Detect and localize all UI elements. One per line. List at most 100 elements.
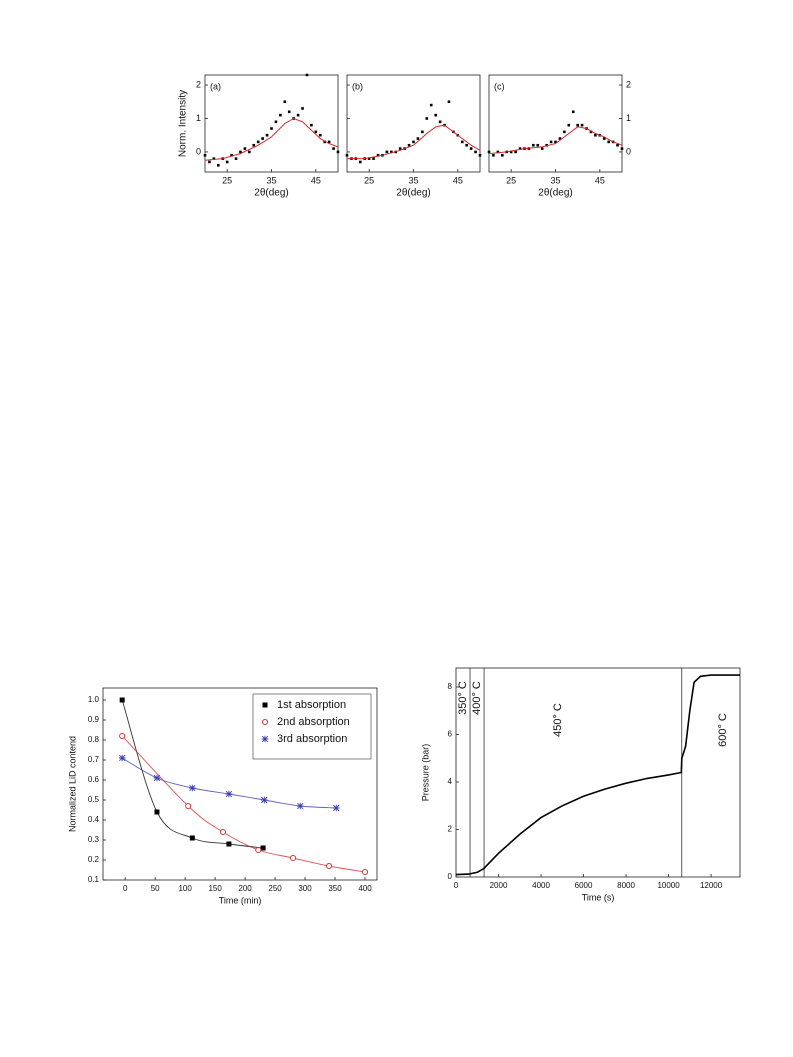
data-point bbox=[438, 120, 442, 124]
y-tick-label: 0.2 bbox=[88, 855, 100, 864]
legend-label: 1st absorption bbox=[277, 699, 346, 711]
x-tick-label: 45 bbox=[453, 175, 463, 185]
data-point bbox=[492, 153, 495, 157]
x-tick-label: 0 bbox=[123, 884, 128, 893]
x-tick-label: 100 bbox=[178, 884, 192, 893]
legend-box bbox=[252, 693, 372, 760]
y-tick-label: 2 bbox=[448, 825, 453, 834]
legend-label: 2nd absorption bbox=[277, 716, 350, 728]
data-point bbox=[398, 147, 402, 150]
data-point bbox=[367, 157, 371, 160]
y-tick-label: 1 bbox=[196, 113, 201, 123]
plot-frame bbox=[102, 687, 378, 881]
data-point bbox=[465, 143, 468, 147]
data-point bbox=[376, 153, 380, 157]
y-tick-label: 0.6 bbox=[88, 775, 100, 784]
y-tick-label: 0.4 bbox=[88, 815, 100, 824]
y-tick-label: 8 bbox=[448, 682, 453, 691]
y-tick-label: 4 bbox=[448, 777, 453, 786]
data-point bbox=[421, 130, 424, 134]
data-point bbox=[225, 160, 229, 164]
data-point bbox=[287, 110, 291, 114]
data-point bbox=[359, 160, 362, 164]
data-point bbox=[345, 153, 349, 157]
data-point bbox=[255, 846, 262, 854]
data-point bbox=[265, 133, 269, 137]
data-point bbox=[390, 150, 393, 154]
data-point bbox=[412, 140, 415, 144]
data-point bbox=[447, 100, 451, 104]
legend-marker bbox=[261, 718, 269, 726]
data-point bbox=[118, 754, 126, 762]
annotation: 450° C bbox=[552, 703, 564, 737]
data-point bbox=[540, 147, 544, 150]
data-point bbox=[429, 103, 433, 107]
data-point bbox=[580, 123, 584, 127]
data-point bbox=[153, 774, 161, 782]
data-point bbox=[327, 140, 331, 144]
y-tick-label: 6 bbox=[448, 730, 453, 739]
data-point bbox=[314, 130, 318, 134]
panel-label: (c) bbox=[494, 81, 505, 91]
data-point bbox=[425, 117, 429, 120]
y-axis-label: Norm. Intensity bbox=[178, 90, 189, 157]
x-tick-label: 4000 bbox=[532, 881, 550, 890]
data-point bbox=[219, 828, 226, 836]
x-tick-label: 6000 bbox=[575, 881, 593, 890]
data-point bbox=[607, 140, 610, 144]
data-point bbox=[589, 130, 593, 134]
x-axis-label: 2θ(deg) bbox=[538, 188, 572, 199]
data-point bbox=[478, 153, 482, 157]
data-point bbox=[226, 841, 232, 847]
fit-line bbox=[204, 117, 339, 161]
x-tick-label: 45 bbox=[311, 175, 321, 185]
x-tick-label: 250 bbox=[268, 884, 282, 893]
data-point bbox=[260, 796, 268, 804]
y-tick-label: 0 bbox=[626, 146, 631, 156]
legend-marker bbox=[261, 735, 269, 743]
x-tick-label: 25 bbox=[506, 175, 516, 185]
data-point bbox=[203, 153, 207, 157]
x-tick-label: 300 bbox=[298, 884, 312, 893]
data-point bbox=[261, 137, 264, 140]
x-tick-label: 10000 bbox=[657, 881, 680, 890]
plot-frame bbox=[455, 667, 741, 878]
data-point bbox=[325, 862, 333, 870]
data-point bbox=[487, 150, 491, 154]
data-point bbox=[305, 73, 309, 77]
x-tick-label: 350 bbox=[328, 884, 342, 893]
x-tick-label: 150 bbox=[208, 884, 222, 893]
data-point bbox=[407, 143, 411, 147]
data-point bbox=[514, 150, 517, 154]
data-point bbox=[361, 868, 369, 876]
data-point bbox=[248, 150, 251, 154]
annotation: 350° C bbox=[457, 681, 469, 715]
y-tick-label: 0.5 bbox=[88, 795, 100, 804]
data-point bbox=[332, 804, 340, 812]
y-tick-label: 0 bbox=[448, 872, 453, 881]
data-point bbox=[189, 784, 196, 792]
data-point bbox=[185, 802, 192, 810]
data-point bbox=[536, 143, 540, 147]
x-axis-label: Time (min) bbox=[219, 895, 262, 905]
legend-label: 3rd absorption bbox=[277, 733, 347, 745]
x-tick-label: 50 bbox=[151, 884, 160, 893]
y-tick-label: 0.3 bbox=[88, 835, 100, 844]
data-point bbox=[336, 150, 340, 154]
data-point bbox=[571, 110, 575, 114]
data-point bbox=[474, 150, 477, 154]
data-point bbox=[270, 127, 273, 130]
y-axis-label: Normalized LiD contend bbox=[67, 736, 77, 832]
fit-line bbox=[488, 126, 623, 155]
data-point bbox=[243, 147, 247, 150]
data-point bbox=[189, 835, 195, 841]
data-point bbox=[567, 123, 571, 127]
data-point bbox=[602, 137, 606, 140]
data-point bbox=[545, 143, 548, 147]
data-point bbox=[501, 153, 504, 157]
data-point bbox=[301, 107, 304, 110]
fit-line bbox=[347, 124, 481, 160]
annotation: 600° C bbox=[717, 713, 729, 747]
